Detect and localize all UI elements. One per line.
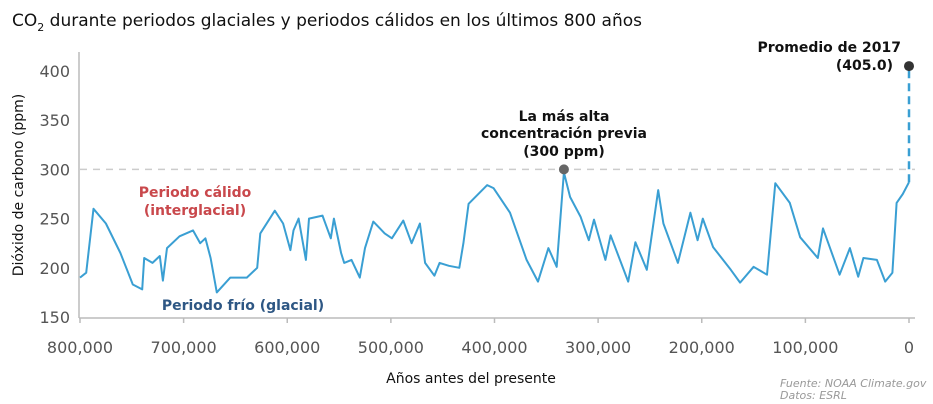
x-tick-label: 0 [904,338,914,357]
previous-high-line1: La más alta [519,109,610,125]
y-axis-label: Dióxido de carbono (ppm) [11,94,27,277]
source-line1: Fuente: NOAA Climate.gov [780,377,927,390]
warm-period-label-line2: (interglacial) [144,203,246,219]
current-annotation-line2: (405.0) [836,58,893,74]
x-tick-label: 500,000 [358,338,424,357]
y-tick-label: 400 [39,62,70,81]
x-tick-label: 300,000 [565,338,631,357]
y-tick-label: 250 [39,210,70,229]
x-tick-label: 200,000 [669,338,735,357]
x-tick-label: 800,000 [47,338,113,357]
x-axis-label: Años antes del presente [386,371,556,387]
previous-high-point [558,164,569,175]
current-2017-point [904,61,914,72]
x-tick-label: 400,000 [461,338,527,357]
y-tick-label: 200 [39,259,70,278]
cold-period-label: Periodo frío (glacial) [162,298,324,314]
y-tick-label: 350 [39,111,70,130]
y-tick-label: 150 [39,308,70,327]
chart-title: CO2 durante periodos glaciales y periodo… [12,11,642,34]
x-tick-label: 100,000 [772,338,838,357]
x-tick-label: 700,000 [151,338,217,357]
x-tick-label: 600,000 [254,338,320,357]
previous-high-line2: concentración previa [481,126,647,142]
previous-high-line3: (300 ppm) [523,144,605,160]
warm-period-label-line1: Periodo cálido [139,185,252,201]
y-tick-label: 300 [39,160,70,179]
source-line2: Datos: ESRL [780,389,847,402]
current-annotation-line1: Promedio de 2017 [757,40,901,56]
co2-series-line [79,171,910,294]
